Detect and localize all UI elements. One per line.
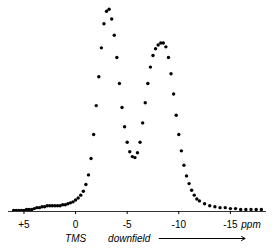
svg-text:0: 0: [73, 219, 79, 230]
svg-text:-10: -10: [172, 219, 187, 230]
svg-text:downfield: downfield: [108, 233, 151, 244]
svg-text:ppm: ppm: [240, 219, 260, 230]
svg-text:-15: -15: [223, 219, 238, 230]
svg-text:-5: -5: [123, 219, 132, 230]
svg-text:+5: +5: [18, 219, 30, 230]
svg-text:TMS: TMS: [65, 233, 86, 244]
